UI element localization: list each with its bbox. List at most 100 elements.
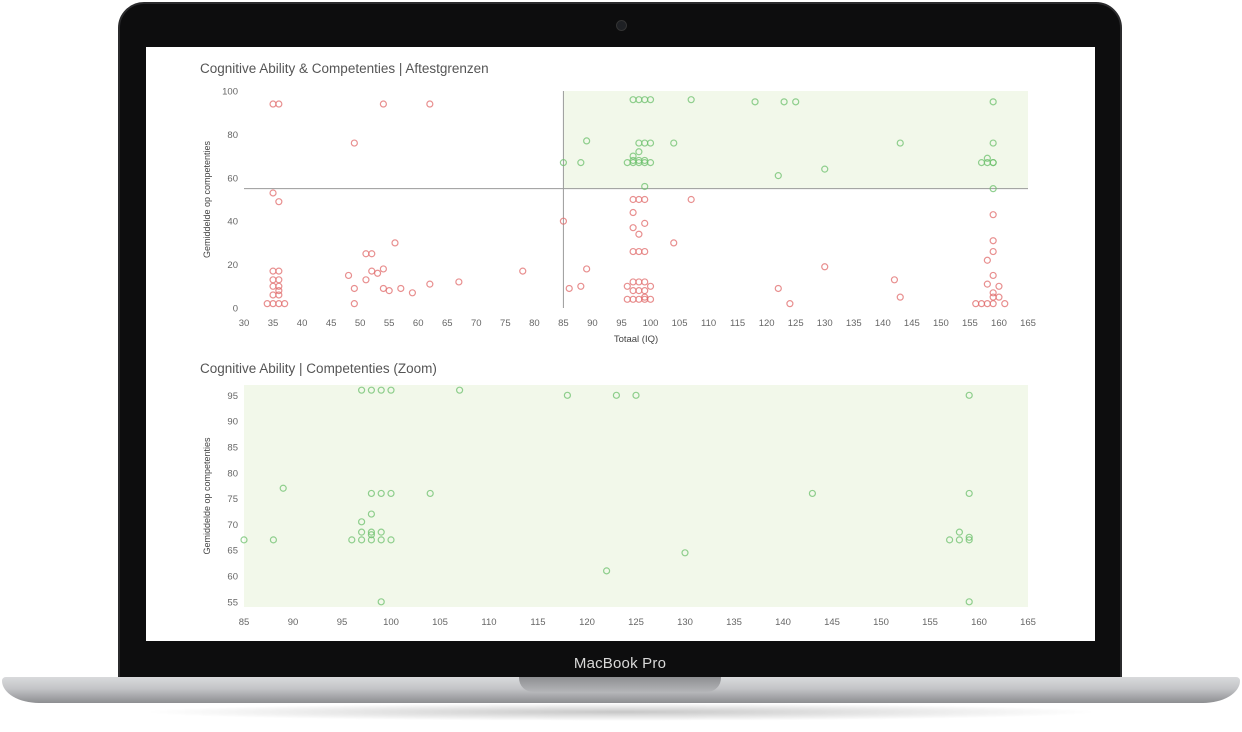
data-point [629,295,637,303]
x-tick-label: 105 [432,617,448,627]
data-point [774,284,782,293]
x-axis-label: Totaal (IQ) [614,334,658,345]
x-tick-label: 95 [337,617,348,627]
data-point [641,287,649,295]
data-point [269,282,277,290]
y-tick-label: 20 [227,260,238,271]
data-point [240,536,248,544]
x-tick-label: 50 [355,318,366,329]
data-point [362,276,370,284]
data-point [635,247,643,256]
x-tick-label: 160 [971,617,987,627]
y-tick-label: 90 [227,417,238,428]
data-point [275,287,283,295]
data-point [965,489,973,498]
x-tick-label: 125 [788,318,804,329]
x-tick-label: 55 [384,318,395,329]
data-point [358,536,366,544]
camera-icon [616,20,627,31]
y-tick-label: 0 [233,304,238,315]
x-tick-label: 80 [529,318,540,329]
x-tick-label: 135 [846,318,862,329]
x-tick-label: 120 [579,617,595,627]
y-tick-label: 95 [227,391,238,402]
data-point [641,293,649,301]
laptop-shadow [140,703,1102,721]
data-point [263,300,271,308]
data-point [945,536,954,544]
y-tick-label: 60 [227,572,238,583]
screen: Cognitive Ability & Competenties | Aftes… [146,47,1095,641]
x-tick-label: 60 [413,318,424,329]
data-point [989,98,997,106]
data-point [559,159,568,167]
x-tick-label: 90 [587,318,598,329]
x-tick-label: 165 [1020,617,1036,627]
y-tick-label: 80 [227,130,238,141]
y-tick-label: 40 [227,217,238,228]
data-point [983,154,991,162]
data-point [635,230,643,238]
x-tick-label: 40 [297,318,308,329]
data-point [792,98,800,106]
data-point [983,256,991,264]
x-tick-label: 85 [558,318,569,329]
data-point [808,489,817,498]
data-point [377,598,385,606]
data-point [281,300,289,308]
data-point [387,386,395,394]
data-point [780,98,788,106]
data-point [989,289,997,297]
x-tick-label: 160 [991,318,1007,329]
x-tick-label: 35 [268,318,279,329]
x-tick-label: 90 [288,617,299,627]
data-point [786,300,794,308]
data-point [965,598,973,606]
data-point [379,284,387,293]
x-tick-label: 130 [677,617,693,627]
data-point [989,271,997,280]
data-point [426,100,434,108]
data-point [577,159,585,167]
x-tick-label: 70 [471,318,482,329]
data-point [623,295,631,303]
data-point [379,100,387,108]
data-point [275,291,283,299]
data-point [603,567,611,575]
x-tick-label: 135 [726,617,742,627]
x-tick-label: 120 [759,318,775,329]
data-point [896,139,904,147]
data-point [977,300,986,308]
data-point [896,293,904,301]
data-point [565,284,573,293]
y-tick-label: 75 [227,494,238,505]
x-tick-label: 140 [875,318,891,329]
x-tick-label: 105 [672,318,688,329]
x-tick-label: 145 [904,318,920,329]
data-point [612,391,620,399]
data-point [687,195,695,204]
scatter-chart-zoom: 85 90 95 100 105 110 115 120 125 130 135 140 145 150 1… [202,385,1036,627]
data-point [350,139,358,147]
highlight-region [563,91,1028,189]
data-point [269,267,277,275]
data-point [344,271,353,280]
data-point [426,280,434,288]
y-axis-label: Gemiddelde op competenties [202,140,212,258]
data-point [377,489,385,498]
data-point [379,265,387,273]
data-point [955,536,964,544]
x-tick-label: 85 [239,617,250,627]
data-point [821,263,829,271]
data-point [426,489,434,498]
data-point [350,300,358,308]
data-point [774,172,782,180]
y-tick-label: 65 [227,546,238,557]
x-tick-label: 150 [873,617,889,627]
x-tick-label: 30 [239,318,250,329]
data-point [519,267,527,275]
data-point [367,531,375,539]
data-point [385,287,393,295]
y-tick-label: 80 [227,468,238,479]
data-point [635,287,643,295]
